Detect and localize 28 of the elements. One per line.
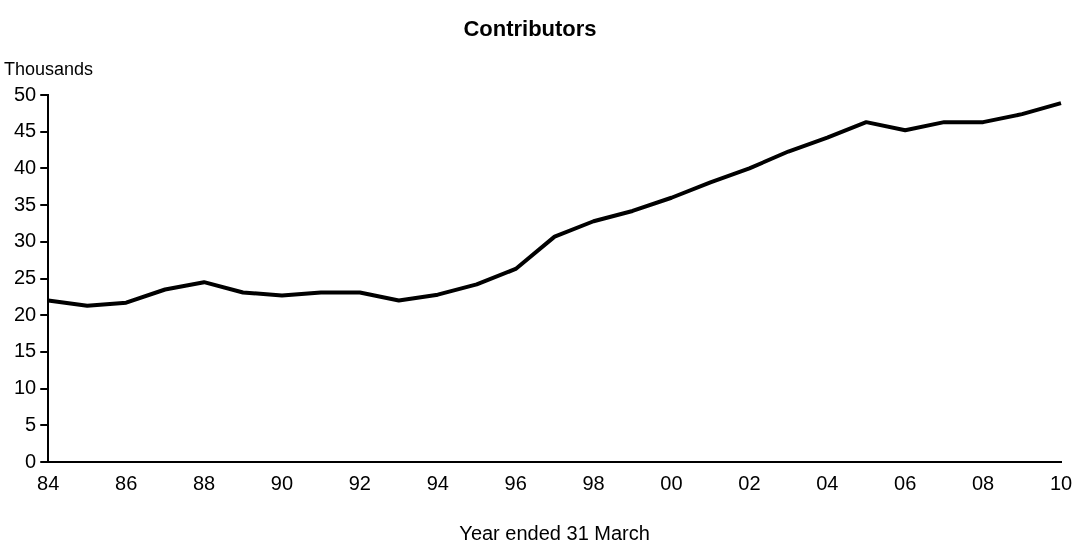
x-tick-label: 04 — [816, 471, 839, 494]
y-tick-label: 0 — [25, 449, 37, 472]
y-tick-label: 15 — [14, 339, 37, 362]
y-tick-label: 30 — [14, 229, 37, 252]
x-axis-title: Year ended 31 March — [459, 521, 650, 544]
x-tick-label: 88 — [192, 471, 216, 494]
y-tick-label: 45 — [14, 119, 37, 142]
y-tick-label: 25 — [14, 266, 37, 289]
chart-title: Contributors — [463, 16, 597, 42]
x-tick-label: 08 — [971, 471, 995, 494]
x-tick-label: 10 — [1049, 471, 1073, 494]
y-tick-label: 50 — [14, 82, 37, 105]
y-tick-label: 20 — [14, 302, 37, 325]
y-tick-label: 10 — [14, 376, 37, 399]
x-tick-label: 96 — [504, 471, 527, 494]
x-tick-label: 84 — [37, 471, 60, 494]
x-tick-label: 92 — [348, 471, 371, 494]
x-tick-label: 86 — [115, 471, 138, 494]
x-tick-label: 02 — [738, 471, 761, 494]
y-tick-label: 35 — [14, 192, 37, 215]
y-tick-label: 40 — [14, 155, 37, 178]
y-axis-title: Thousands — [4, 58, 94, 79]
x-tick-label: 94 — [426, 471, 449, 494]
x-tick-label: 06 — [894, 471, 917, 494]
y-tick-label: 5 — [25, 412, 37, 435]
x-tick-label: 00 — [660, 471, 683, 494]
x-tick-label: 90 — [270, 471, 294, 494]
x-tick-label: 98 — [582, 471, 605, 494]
